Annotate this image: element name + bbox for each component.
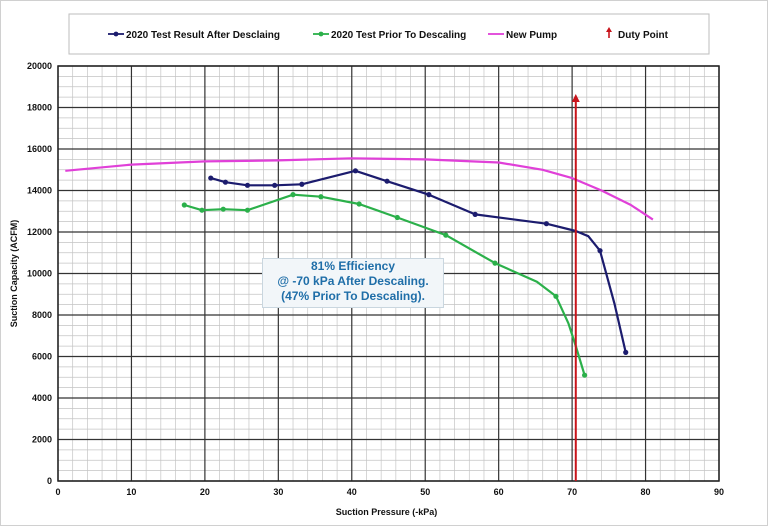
x-tick-label: 50 [420, 487, 430, 497]
plot-area-border [57, 65, 720, 482]
y-axis-label: Suction Capacity (ACFM) [9, 220, 19, 328]
series-1-point [222, 179, 229, 185]
series-2-point [220, 206, 226, 212]
series-1-point [543, 221, 550, 227]
series-1-point [623, 349, 629, 355]
legend-box [68, 13, 710, 55]
series-2-point [290, 192, 296, 198]
series-1-point [244, 182, 251, 188]
series-2-point [443, 232, 449, 238]
annotation-line-1: 81% Efficiency [310, 259, 396, 273]
x-tick-label: 70 [567, 487, 577, 497]
y-tick-label: 4000 [32, 393, 52, 403]
annotation-box: 81% Efficiency @ -70 kPa After Descaling… [262, 258, 444, 308]
y-tick-label: 6000 [32, 352, 52, 362]
series-1-point [352, 168, 359, 174]
x-axis-label: Suction Pressure (-kPa) [336, 507, 438, 517]
x-tick-label: 0 [55, 487, 60, 497]
x-tick-label: 80 [641, 487, 651, 497]
y-tick-label: 18000 [27, 103, 52, 113]
annotation-line-3: (47% Prior To Descaling). [281, 289, 425, 303]
annotation-line-2: @ -70 kPa After Descaling. [277, 274, 429, 288]
y-tick-label: 12000 [27, 227, 52, 237]
y-tick-label: 20000 [27, 61, 52, 71]
x-tick-label: 10 [126, 487, 136, 497]
legend-marker-1 [113, 31, 119, 37]
legend-label: 2020 Test Result After Desclaing [126, 30, 280, 41]
legend-label: Duty Point [618, 30, 669, 41]
y-tick-label: 14000 [27, 186, 52, 196]
series-1-point [597, 248, 603, 254]
series-line-3 [65, 157, 654, 221]
y-tick-label: 2000 [32, 435, 52, 445]
series-1-point [384, 178, 390, 184]
series-1-point [426, 192, 432, 198]
x-tick-label: 40 [347, 487, 357, 497]
legend-duty-point-arrow [606, 27, 612, 32]
y-tick-label: 16000 [27, 144, 52, 154]
series-2-point [356, 201, 362, 207]
x-tick-label: 90 [714, 487, 724, 497]
series-2-point [199, 207, 205, 213]
x-tick-label: 30 [273, 487, 283, 497]
y-tick-label: 0 [47, 476, 52, 486]
series-1-point [272, 182, 278, 188]
series-1-point [472, 211, 478, 217]
series-2-point [394, 214, 400, 221]
y-tick-label: 10000 [27, 269, 52, 279]
x-tick-label: 20 [200, 487, 210, 497]
series-1-point [208, 175, 214, 181]
series-2-point [244, 207, 251, 213]
series-2-point [553, 293, 559, 299]
legend-label: New Pump [506, 30, 557, 41]
series-2-point [581, 372, 588, 378]
series-2-point [181, 202, 187, 208]
legend-label: 2020 Test Prior To Descaling [331, 30, 466, 41]
series-2-point [492, 260, 498, 266]
y-tick-label: 8000 [32, 310, 52, 320]
legend-marker-2 [318, 31, 324, 37]
duty-point-arrowhead [571, 94, 580, 103]
series-2-point [318, 194, 324, 200]
x-tick-label: 60 [494, 487, 504, 497]
series-1-point [299, 181, 305, 187]
